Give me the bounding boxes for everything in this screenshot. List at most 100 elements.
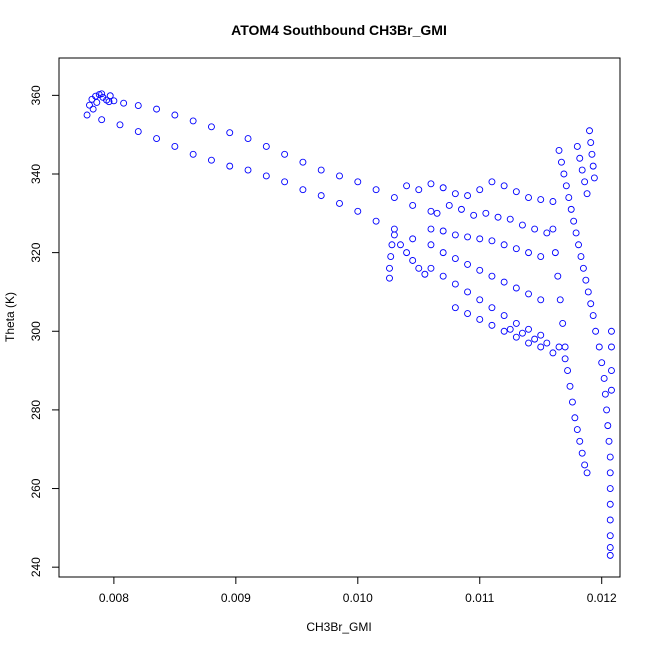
data-point xyxy=(571,414,579,422)
data-point xyxy=(445,201,453,209)
data-point xyxy=(551,249,559,257)
x-tick-label: 0.011 xyxy=(465,591,494,605)
data-point xyxy=(556,296,564,304)
data-point xyxy=(387,253,395,261)
data-point xyxy=(549,225,557,233)
data-point xyxy=(583,469,591,477)
data-point xyxy=(606,516,614,524)
data-point xyxy=(317,166,325,174)
data-point xyxy=(512,245,520,253)
data-point xyxy=(458,205,465,213)
data-point xyxy=(427,225,435,233)
data-point xyxy=(488,304,496,312)
data-point xyxy=(488,272,496,280)
data-point xyxy=(500,327,508,335)
y-axis-label: Theta (K) xyxy=(3,292,17,342)
data-point xyxy=(403,249,411,257)
data-point xyxy=(476,186,484,194)
data-point xyxy=(476,235,484,243)
data-point xyxy=(500,278,508,286)
data-point xyxy=(244,135,252,143)
data-point xyxy=(372,186,380,194)
y-tick-label: 360 xyxy=(29,85,43,105)
data-point xyxy=(451,304,459,312)
y-tick-label: 280 xyxy=(29,400,43,420)
data-point xyxy=(189,117,197,125)
data-point xyxy=(606,485,614,492)
chart-title: ATOM4 Southbound CH3Br_GMI xyxy=(231,22,447,38)
data-point xyxy=(608,327,615,335)
data-point xyxy=(525,290,532,298)
data-point xyxy=(409,257,417,264)
data-point xyxy=(464,192,472,200)
data-point xyxy=(518,221,526,229)
data-point xyxy=(427,207,435,215)
data-point xyxy=(421,270,429,278)
data-point xyxy=(531,335,539,343)
x-tick-label: 0.008 xyxy=(99,591,129,605)
data-point xyxy=(134,128,142,135)
data-point xyxy=(564,367,572,375)
data-point xyxy=(582,276,590,284)
data-point xyxy=(595,343,603,351)
data-point xyxy=(317,192,325,200)
data-point xyxy=(587,139,595,146)
data-point xyxy=(592,327,600,335)
data-point xyxy=(562,182,570,190)
data-point xyxy=(386,274,393,282)
data-point xyxy=(476,316,484,323)
data-point xyxy=(606,532,614,540)
data-point xyxy=(537,196,545,203)
x-tick-label: 0.010 xyxy=(343,591,373,605)
data-point xyxy=(525,325,532,333)
data-point xyxy=(281,178,289,186)
data-point xyxy=(409,235,417,243)
data-point xyxy=(134,102,142,110)
data-point xyxy=(606,500,614,508)
data-point xyxy=(427,264,435,272)
y-tick-label: 260 xyxy=(29,478,43,498)
data-point xyxy=(549,349,557,357)
data-point xyxy=(427,180,435,188)
data-point xyxy=(439,227,447,235)
data-point xyxy=(98,116,106,124)
data-point xyxy=(207,156,215,164)
data-point xyxy=(386,264,393,272)
data-point xyxy=(537,253,545,261)
data-point xyxy=(397,241,404,249)
data-point xyxy=(577,253,585,261)
data-point xyxy=(262,143,270,150)
data-point xyxy=(576,154,584,162)
data-point xyxy=(372,217,380,225)
data-point xyxy=(83,111,91,119)
x-axis: 0.008 0.009 0.010 0.011 0.012 xyxy=(99,576,617,605)
data-point xyxy=(354,178,362,186)
data-point xyxy=(336,172,343,180)
data-point xyxy=(464,260,472,268)
data-point xyxy=(439,184,447,192)
data-point xyxy=(578,166,586,174)
data-point xyxy=(98,90,106,98)
data-point xyxy=(476,266,484,274)
data-point xyxy=(570,217,578,225)
data-point xyxy=(500,312,508,319)
data-point xyxy=(189,150,197,158)
data-point xyxy=(555,146,563,154)
data-point xyxy=(598,359,606,367)
data-point xyxy=(525,339,532,347)
data-point xyxy=(354,207,362,215)
y-tick-label: 320 xyxy=(29,242,43,262)
data-point xyxy=(608,343,615,351)
data-point xyxy=(586,127,593,135)
data-point xyxy=(281,150,289,158)
data-point xyxy=(606,469,614,477)
data-point xyxy=(494,213,502,221)
data-point xyxy=(565,194,573,202)
data-point xyxy=(581,461,589,469)
data-point xyxy=(207,123,215,131)
data-point xyxy=(518,329,526,337)
data-point xyxy=(89,105,97,113)
data-point xyxy=(589,162,597,170)
data-point xyxy=(244,166,252,174)
data-point xyxy=(605,437,613,445)
